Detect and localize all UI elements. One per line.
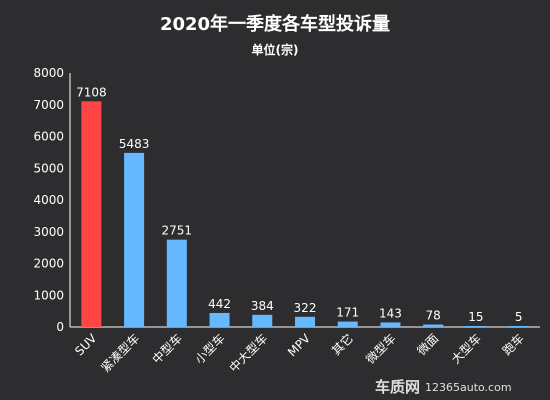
category-label: MPV: [285, 331, 314, 360]
category-label: 跑车: [499, 331, 527, 359]
bar: [337, 321, 358, 327]
y-tick-label: 2000: [33, 257, 64, 271]
chart-subtitle: 单位(宗): [252, 42, 299, 57]
bar: [465, 326, 486, 327]
bar: [209, 312, 230, 327]
bar: [124, 152, 145, 327]
watermark-url: 12365auto.com: [425, 381, 512, 394]
bar-value-label: 322: [294, 301, 317, 315]
bar-value-label: 15: [468, 310, 483, 324]
bar-value-label: 7108: [76, 85, 107, 99]
category-label: 其它: [328, 331, 356, 359]
category-label: 微面: [414, 331, 441, 358]
bar-value-label: 78: [426, 309, 441, 323]
y-tick-label: 7000: [33, 98, 64, 112]
bar: [81, 101, 102, 327]
bar-value-label: 442: [208, 297, 231, 311]
bar-value-label: 384: [251, 299, 274, 313]
watermark: 车质网 12365auto.com: [375, 378, 512, 396]
bar-value-label: 171: [336, 306, 359, 320]
bar: [508, 326, 529, 327]
y-tick-label: 6000: [33, 130, 64, 144]
category-label: 中型车: [149, 331, 185, 367]
category-label: 微型车: [363, 331, 399, 367]
value-labels: 7108 5483 2751 442 384 322 171 143 78 15 5: [76, 85, 522, 324]
category-label: 小型车: [192, 331, 228, 367]
y-tick-label: 5000: [33, 161, 64, 175]
y-tick-label: 8000: [33, 66, 64, 80]
category-label: 紧凑型车: [98, 331, 143, 376]
bar: [423, 324, 444, 327]
y-tick-label: 3000: [33, 225, 64, 239]
bar: [380, 322, 401, 327]
bars: [81, 101, 529, 327]
watermark-brand: 车质网: [375, 378, 420, 396]
bar: [166, 239, 187, 327]
y-tick-label: 0: [56, 320, 64, 334]
y-axis-ticks: 0 1000 2000 3000 4000 5000 6000 7000 8000: [33, 66, 64, 334]
category-label: SUV: [72, 331, 100, 359]
bar-value-label: 2751: [162, 224, 193, 238]
y-tick-label: 4000: [33, 193, 64, 207]
y-tick-label: 1000: [33, 288, 64, 302]
bar-value-label: 5: [515, 310, 523, 324]
bar: [295, 316, 315, 327]
bar-value-label: 5483: [119, 137, 150, 151]
bar: [252, 314, 273, 327]
category-label: 中大型车: [226, 331, 271, 376]
bar-value-label: 143: [379, 306, 402, 320]
chart-title: 2020年一季度各车型投诉量: [160, 13, 390, 35]
category-label: 大型车: [448, 331, 484, 367]
